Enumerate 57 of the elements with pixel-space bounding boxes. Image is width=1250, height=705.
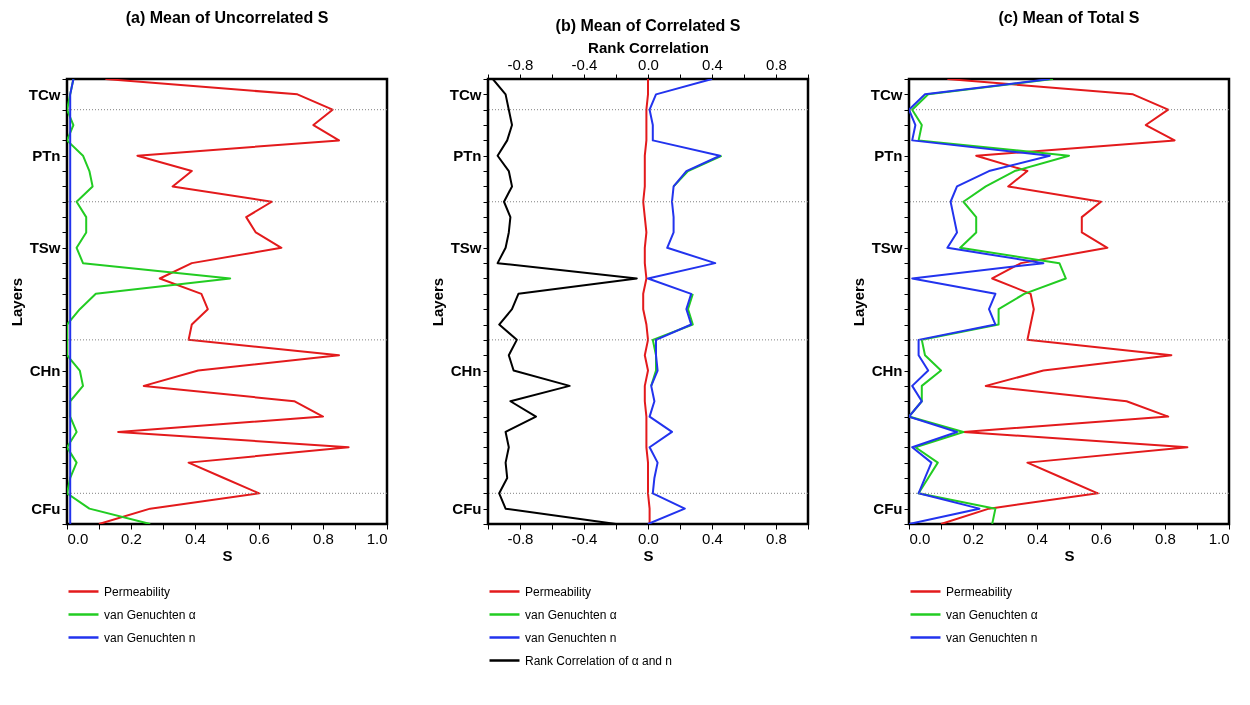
x-tick-label: 0.4 bbox=[185, 529, 206, 547]
x-tick-label: 0.8 bbox=[766, 529, 787, 547]
y-tick-label: CHn bbox=[29, 362, 61, 380]
y-tick-label: TSw bbox=[29, 239, 61, 257]
legend-label: Permeability bbox=[104, 584, 171, 599]
y-tick-label: PTn bbox=[874, 147, 903, 165]
y-tick-label: TCw bbox=[870, 85, 903, 103]
x-tick-label: 0.8 bbox=[1155, 529, 1176, 547]
y-tick-label: CHn bbox=[450, 362, 482, 380]
y-tick-label: TCw bbox=[449, 85, 482, 103]
x-axis-title: S bbox=[222, 546, 233, 564]
y-tick-label: TCw bbox=[28, 85, 61, 103]
x-axis-title: S bbox=[1064, 546, 1075, 564]
x-tick-label: 0.0 bbox=[67, 529, 89, 547]
y-tick-label: CFu bbox=[31, 500, 61, 518]
legend-label: van Genuchten α bbox=[525, 607, 617, 622]
x-axis-title: S bbox=[643, 546, 654, 564]
x2-tick-label: 0.0 bbox=[638, 55, 659, 73]
y-axis-title: Layers bbox=[849, 277, 867, 327]
legend-label: van Genuchten n bbox=[525, 630, 617, 645]
y-tick-label: CFu bbox=[873, 500, 903, 518]
chart-title: (b) Mean of Correlated S bbox=[555, 17, 741, 34]
y-axis-title: Layers bbox=[428, 277, 446, 327]
x-tick-label: 0.0 bbox=[909, 529, 931, 547]
x-tick-label: 0.2 bbox=[121, 529, 142, 547]
x2-axis-title: Rank Correlation bbox=[588, 38, 709, 56]
x-tick-label: -0.4 bbox=[571, 529, 598, 547]
legend-label: Permeability bbox=[946, 584, 1013, 599]
x-tick-label: 0.6 bbox=[249, 529, 270, 547]
y-tick-label: TSw bbox=[871, 239, 903, 257]
x-tick-label: 0.0 bbox=[638, 529, 659, 547]
legend-label: van Genuchten α bbox=[104, 607, 196, 622]
x-tick-label: 1.0 bbox=[1208, 529, 1230, 547]
y-tick-label: CFu bbox=[452, 500, 482, 518]
x2-tick-label: 0.4 bbox=[702, 55, 723, 73]
y-tick-label: TSw bbox=[450, 239, 482, 257]
legend-label: Permeability bbox=[525, 584, 592, 599]
x-tick-label: 0.8 bbox=[313, 529, 334, 547]
y-tick-label: PTn bbox=[32, 147, 61, 165]
y-axis-title: Layers bbox=[7, 277, 25, 327]
x-tick-label: 0.6 bbox=[1091, 529, 1112, 547]
y-tick-label: CHn bbox=[871, 362, 903, 380]
x-tick-label: 0.4 bbox=[702, 529, 723, 547]
legend-label: Rank Correlation of α and n bbox=[525, 653, 673, 668]
y-tick-label: PTn bbox=[453, 147, 482, 165]
chart-title: (a) Mean of Uncorrelated S bbox=[125, 9, 329, 26]
x2-tick-label: -0.8 bbox=[507, 55, 534, 73]
x-tick-label: -0.8 bbox=[507, 529, 534, 547]
x-tick-label: 0.4 bbox=[1027, 529, 1048, 547]
legend-label: van Genuchten α bbox=[946, 607, 1038, 622]
legend-label: van Genuchten n bbox=[946, 630, 1038, 645]
legend-label: van Genuchten n bbox=[104, 630, 196, 645]
x-tick-label: 1.0 bbox=[366, 529, 388, 547]
x2-tick-label: 0.8 bbox=[766, 55, 787, 73]
x2-tick-label: -0.4 bbox=[571, 55, 598, 73]
x-tick-label: 0.2 bbox=[963, 529, 984, 547]
chart-title: (c) Mean of Total S bbox=[998, 9, 1140, 26]
